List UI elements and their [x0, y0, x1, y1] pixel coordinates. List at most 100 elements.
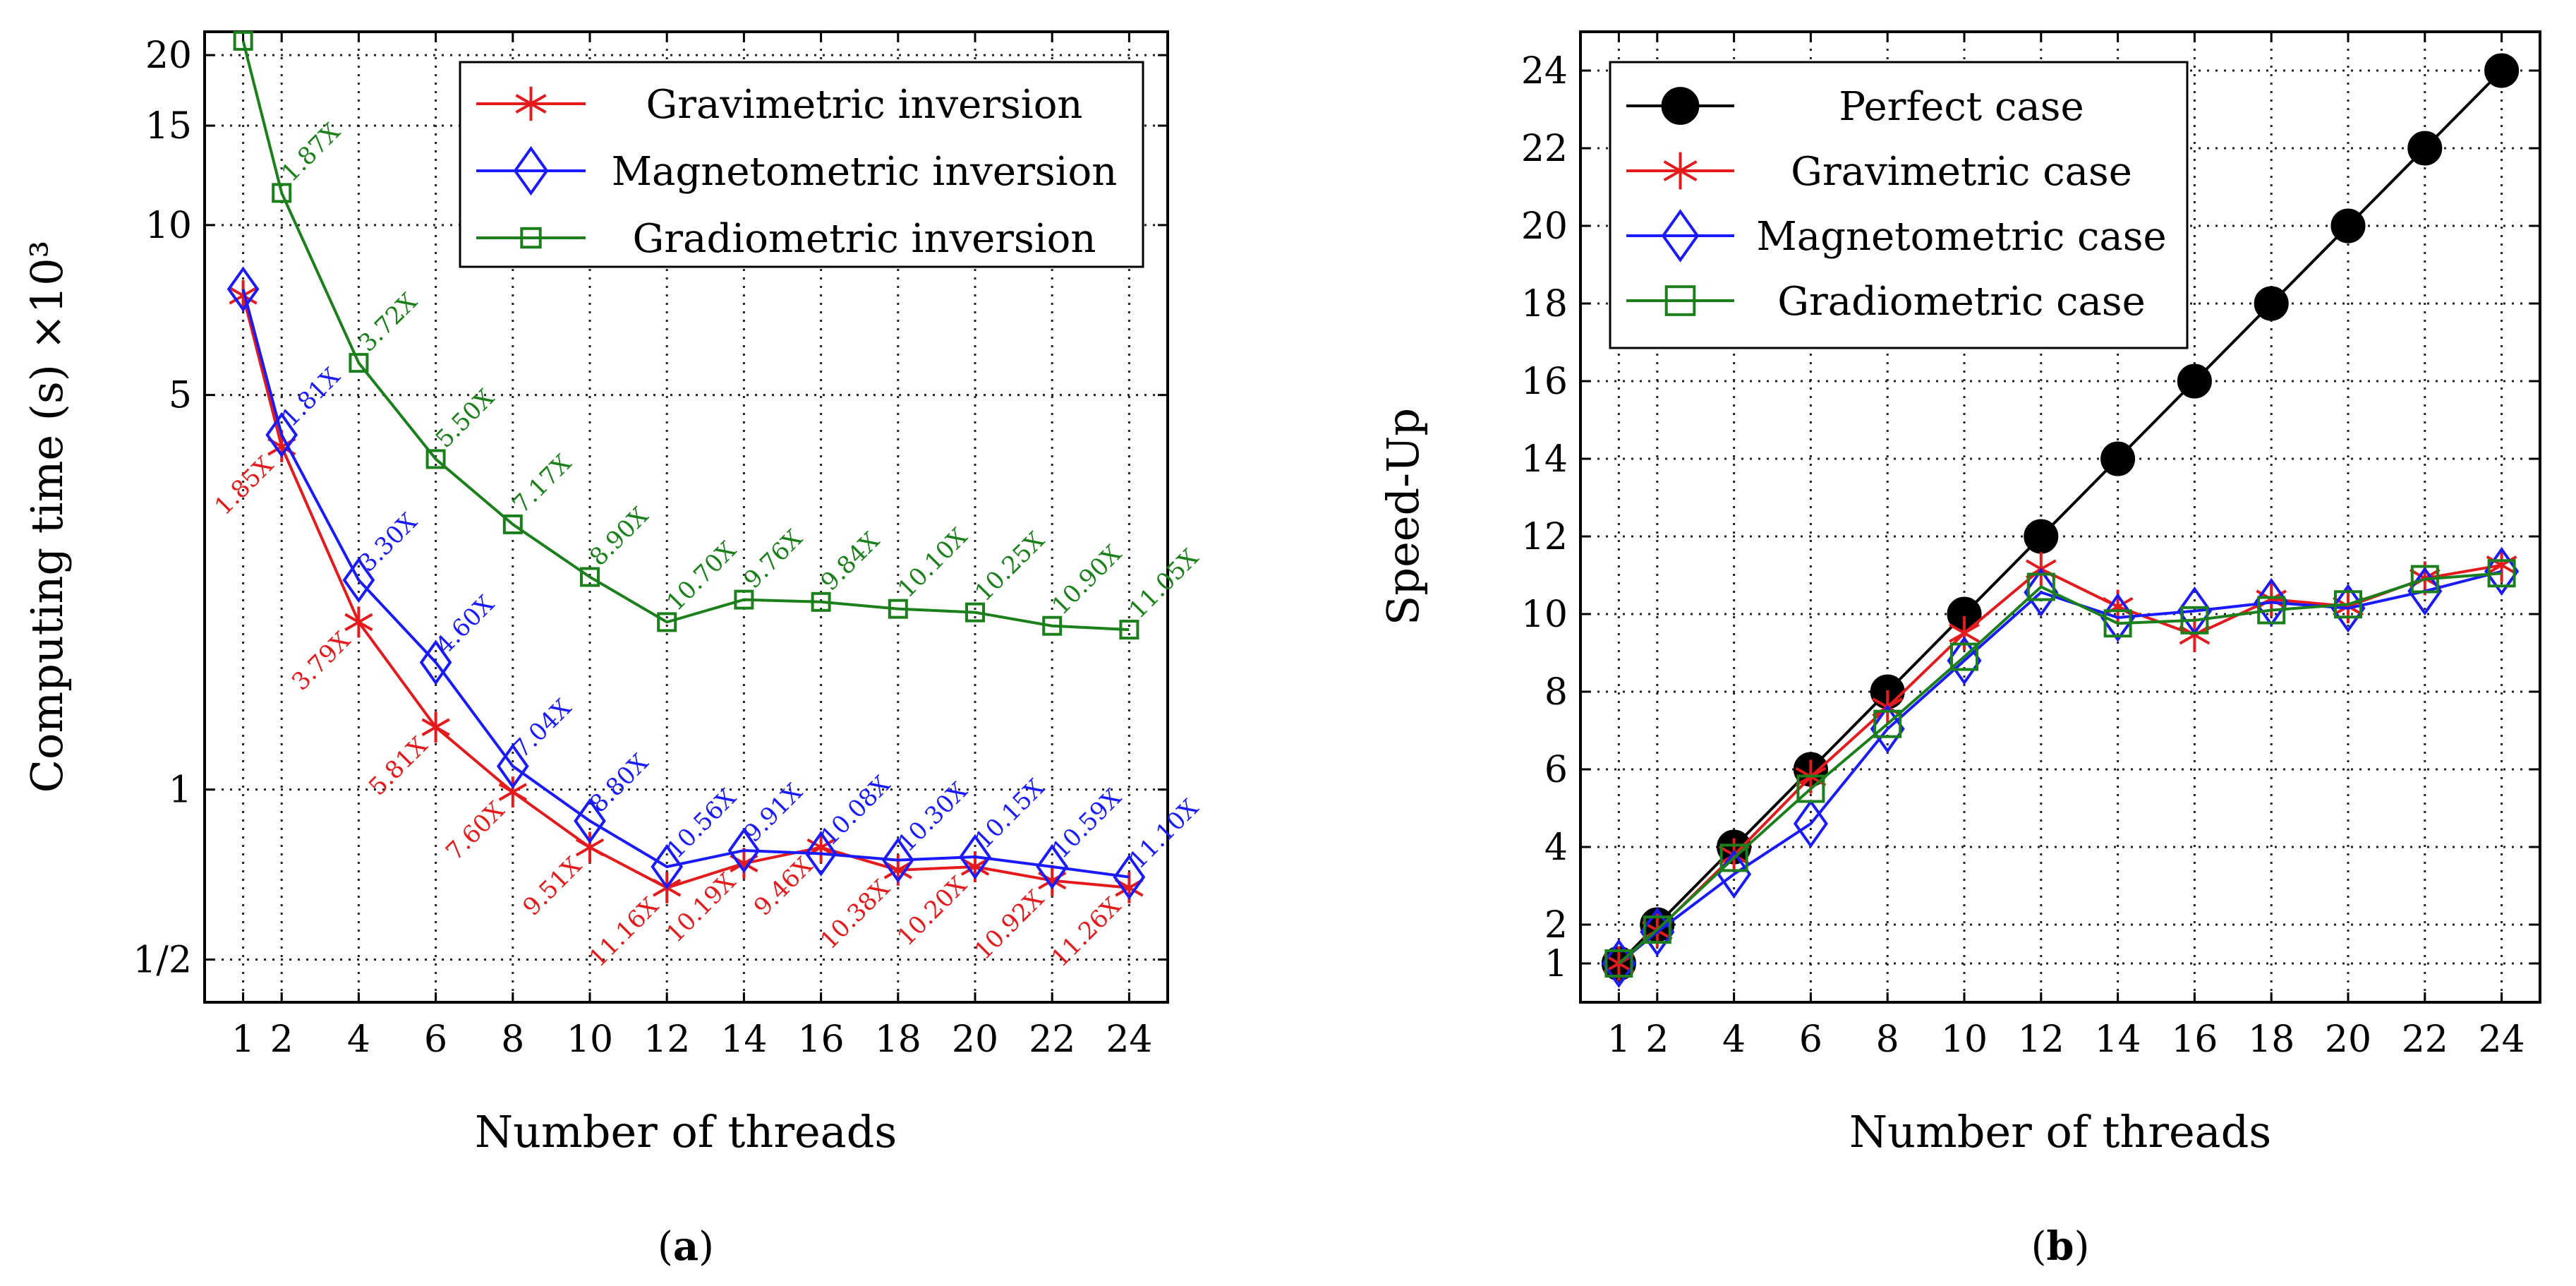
series-line — [1618, 572, 2502, 965]
data-label: 8.80X — [584, 748, 654, 818]
data-point — [2180, 606, 2209, 635]
y-tick-label: 8 — [1544, 671, 1568, 714]
x-tick-label: 16 — [798, 1018, 845, 1061]
series-gradiometric-case — [1604, 559, 2516, 978]
chart-b-series — [1601, 53, 2520, 988]
data-label: 10.59X — [1046, 783, 1127, 865]
legend-label: Gravimetric case — [1791, 149, 2132, 195]
series-line — [1618, 570, 2503, 965]
data-point — [2100, 441, 2136, 476]
data-label: 11.05X — [1123, 543, 1204, 625]
y-tick-label: 1 — [169, 769, 192, 812]
legend-marker — [1663, 152, 1698, 190]
legend-label: Magnetometric case — [1756, 214, 2166, 260]
data-point — [1947, 636, 1982, 685]
series-line — [241, 289, 1130, 879]
legend-item: Magnetometric case — [1626, 209, 2167, 263]
data-label: 10.15X — [969, 774, 1051, 855]
data-label: 7.60X — [440, 796, 510, 866]
data-point — [419, 639, 452, 685]
data-point — [2410, 565, 2439, 594]
data-point — [425, 449, 446, 469]
y-tick-label: 12 — [1521, 516, 1568, 558]
chart-b-legend-items: Perfect case Gravimetric case Magnetometri… — [1626, 84, 2167, 325]
y-tick-label: 18 — [1521, 283, 1568, 325]
data-point — [498, 776, 527, 808]
caption-b: (b) — [2031, 1223, 2090, 1270]
data-point — [734, 589, 754, 610]
data-label: 5.50X — [430, 383, 500, 453]
x-tick-label: 16 — [2171, 1018, 2218, 1061]
data-label: 7.17X — [507, 449, 577, 519]
data-label: 10.10X — [893, 522, 974, 603]
data-point — [1793, 799, 1828, 848]
data-label: 4.60X — [430, 589, 500, 659]
chart-b-ylabel: Speed-Up — [1377, 408, 1429, 625]
data-label: 9.51X — [517, 851, 587, 921]
y-tick-label: 15 — [145, 105, 192, 148]
x-tick-label: 18 — [875, 1018, 921, 1061]
x-tick-label: 4 — [347, 1018, 370, 1061]
legend-marker — [515, 86, 547, 121]
y-tick-label: 16 — [1521, 361, 1568, 403]
data-label: 8.90X — [584, 501, 654, 571]
series-line — [1618, 563, 2502, 965]
y-tick-label: 10 — [1521, 594, 1568, 636]
legend-item: Magnetometric inversion — [476, 145, 1118, 196]
data-point — [2024, 567, 2059, 617]
data-point — [1036, 843, 1069, 890]
data-point — [1643, 915, 1671, 944]
x-tick-label: 24 — [1106, 1018, 1152, 1061]
legend-item: Gravimetric case — [1626, 149, 2132, 195]
data-point — [1719, 843, 1748, 872]
legend-item: Perfect case — [1626, 84, 2084, 130]
data-point — [651, 843, 684, 890]
data-point — [349, 353, 369, 373]
x-tick-label: 18 — [2248, 1018, 2294, 1061]
data-point — [1042, 615, 1063, 636]
data-point — [804, 831, 837, 877]
data-point — [2103, 609, 2132, 638]
x-tick-label: 8 — [501, 1018, 524, 1061]
data-point — [226, 266, 260, 312]
data-point — [1640, 907, 1675, 957]
data-point — [1119, 620, 1139, 640]
data-point — [2177, 363, 2212, 399]
data-point — [1113, 854, 1146, 900]
y-tick-label: 2 — [1544, 904, 1568, 947]
data-point — [881, 837, 914, 883]
data-label: 1.87X — [276, 117, 346, 187]
data-point — [2254, 577, 2289, 627]
chart-b-xlabel: Number of threads — [1849, 1106, 2271, 1158]
data-point — [344, 606, 373, 638]
chart-a-xlabel: Number of threads — [475, 1106, 897, 1158]
legend-marker — [520, 227, 542, 249]
data-label: 9.91X — [738, 778, 808, 848]
y-tick-label: 1 — [1544, 943, 1568, 985]
data-point — [959, 834, 991, 880]
data-label: 7.04X — [507, 693, 577, 763]
data-point — [2257, 596, 2286, 625]
data-label: 9.76X — [738, 524, 808, 594]
y-tick-label: 6 — [1544, 749, 1568, 791]
caption-a-close: ) — [699, 1224, 714, 1270]
chart-b-frame — [1579, 30, 2541, 1004]
x-tick-label: 10 — [1941, 1018, 1988, 1061]
data-point — [1950, 642, 1978, 671]
chart-a-ylabel: Computing time (s) ×10³ — [21, 241, 73, 793]
legend-marker — [513, 145, 549, 196]
data-label: 3.79X — [286, 626, 356, 696]
legend-label: Gradiometric inversion — [633, 216, 1096, 262]
data-label: 3.30X — [353, 507, 423, 577]
chart-a-frame — [203, 30, 1169, 1004]
data-label: 9.84X — [816, 527, 885, 596]
data-point — [421, 711, 450, 743]
legend-label: Magnetometric inversion — [612, 149, 1118, 195]
data-point — [580, 567, 600, 587]
caption-a-letter: a — [673, 1223, 699, 1270]
data-point — [657, 612, 677, 632]
data-label: 3.72X — [353, 287, 423, 357]
x-tick-label: 20 — [952, 1018, 998, 1061]
data-point — [2487, 559, 2516, 588]
